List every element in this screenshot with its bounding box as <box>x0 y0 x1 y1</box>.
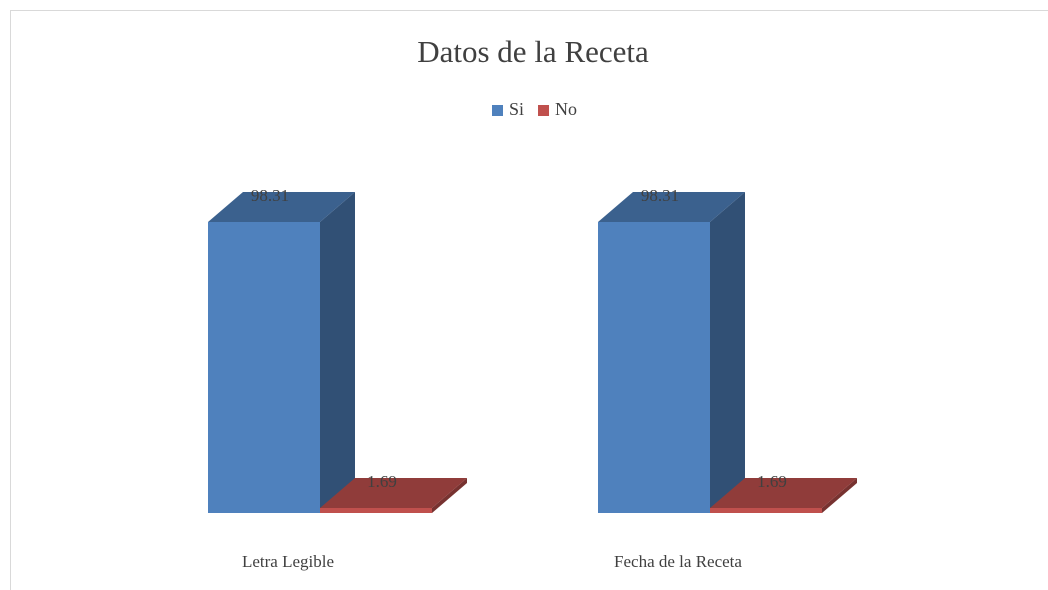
bar-side <box>822 477 857 513</box>
bar-top <box>320 477 467 508</box>
data-label: 98.31 <box>641 186 679 205</box>
bar <box>598 192 745 513</box>
bar-top <box>598 192 745 222</box>
legend-swatch <box>492 105 503 116</box>
bar-front <box>208 222 320 513</box>
chart-border <box>10 10 1048 590</box>
bar-side <box>320 192 355 513</box>
bar <box>320 477 467 513</box>
bar-side <box>710 192 745 513</box>
bar-top <box>208 192 355 222</box>
bar <box>208 192 355 513</box>
bar-front <box>598 222 710 513</box>
bar-top <box>710 477 857 508</box>
data-label: 98.31 <box>251 186 289 205</box>
bar <box>710 477 857 513</box>
chart-title: Datos de la Receta <box>417 34 649 69</box>
legend-swatch <box>538 105 550 116</box>
x-tick-label: Letra Legible <box>242 552 334 571</box>
bar-front <box>320 507 432 513</box>
bar-side <box>432 477 467 513</box>
data-label: 1.69 <box>757 472 787 491</box>
bar-front <box>710 507 822 513</box>
legend-label: No <box>555 99 577 119</box>
legend-label: Si <box>509 99 524 119</box>
data-label: 1.69 <box>367 472 397 491</box>
x-tick-label: Fecha de la Receta <box>614 552 742 571</box>
